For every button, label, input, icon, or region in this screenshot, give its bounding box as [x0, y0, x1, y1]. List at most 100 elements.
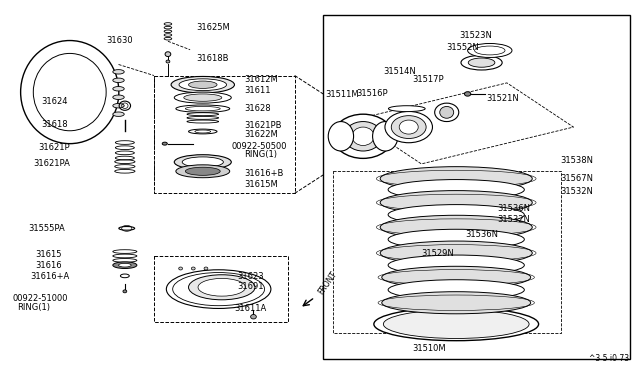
Ellipse shape — [162, 142, 167, 145]
Ellipse shape — [113, 78, 124, 83]
Ellipse shape — [179, 79, 227, 91]
Text: 31523N: 31523N — [460, 31, 492, 39]
Text: 31612M: 31612M — [244, 75, 278, 84]
Ellipse shape — [113, 103, 124, 108]
Text: 31536N: 31536N — [497, 203, 531, 212]
Text: 00922-50500: 00922-50500 — [231, 142, 287, 151]
Ellipse shape — [176, 165, 230, 178]
Ellipse shape — [113, 87, 124, 91]
Ellipse shape — [191, 267, 195, 270]
Ellipse shape — [374, 308, 539, 341]
Ellipse shape — [189, 81, 217, 89]
Ellipse shape — [382, 292, 531, 314]
Ellipse shape — [383, 310, 529, 339]
Ellipse shape — [440, 106, 454, 118]
Text: 31621P: 31621P — [38, 143, 70, 152]
Ellipse shape — [380, 241, 532, 265]
Text: 31511M: 31511M — [325, 90, 358, 99]
Text: 31621PA: 31621PA — [34, 160, 70, 169]
Ellipse shape — [174, 92, 231, 103]
Text: 31623: 31623 — [237, 272, 264, 281]
Ellipse shape — [118, 263, 131, 267]
Ellipse shape — [328, 122, 353, 151]
Ellipse shape — [380, 215, 532, 239]
Ellipse shape — [380, 167, 532, 190]
Ellipse shape — [176, 105, 230, 112]
Ellipse shape — [165, 52, 171, 57]
Ellipse shape — [388, 280, 524, 300]
Ellipse shape — [166, 60, 170, 63]
Ellipse shape — [391, 116, 426, 138]
Text: 31615: 31615 — [35, 250, 61, 259]
Text: RING(1): RING(1) — [17, 303, 50, 312]
Ellipse shape — [123, 290, 127, 293]
Ellipse shape — [179, 267, 182, 270]
Text: 31691: 31691 — [237, 282, 264, 291]
Ellipse shape — [184, 94, 222, 101]
Ellipse shape — [20, 41, 119, 144]
Text: 31616+A: 31616+A — [30, 272, 69, 281]
Ellipse shape — [352, 127, 374, 145]
Text: RING(1): RING(1) — [244, 150, 277, 159]
Ellipse shape — [399, 120, 418, 134]
Text: 31529N: 31529N — [421, 248, 454, 257]
Text: 31516P: 31516P — [356, 89, 388, 99]
Ellipse shape — [380, 190, 532, 215]
Ellipse shape — [113, 262, 137, 269]
Ellipse shape — [388, 180, 524, 200]
Ellipse shape — [198, 278, 246, 296]
Ellipse shape — [461, 55, 502, 70]
Bar — [323, 15, 630, 359]
Ellipse shape — [344, 122, 382, 151]
Ellipse shape — [113, 112, 124, 116]
Text: 31532N: 31532N — [497, 215, 531, 224]
Text: 31622M: 31622M — [244, 130, 278, 139]
Ellipse shape — [435, 103, 459, 122]
Ellipse shape — [174, 155, 231, 169]
Ellipse shape — [33, 54, 106, 131]
Text: 31618: 31618 — [41, 120, 68, 129]
Ellipse shape — [372, 122, 398, 151]
Text: 31514N: 31514N — [383, 67, 416, 76]
Ellipse shape — [251, 315, 257, 319]
Text: 31611: 31611 — [244, 86, 271, 95]
Ellipse shape — [173, 273, 264, 306]
Ellipse shape — [113, 70, 124, 74]
Ellipse shape — [468, 58, 495, 67]
Text: 31517P: 31517P — [412, 75, 444, 84]
Ellipse shape — [204, 267, 208, 270]
Ellipse shape — [189, 275, 255, 300]
Text: 31628: 31628 — [244, 104, 271, 113]
Text: 31521N: 31521N — [486, 94, 519, 103]
Ellipse shape — [388, 255, 524, 275]
Ellipse shape — [385, 112, 433, 143]
Text: 31555PA: 31555PA — [29, 224, 65, 233]
Text: 31611A: 31611A — [234, 304, 267, 313]
Ellipse shape — [171, 76, 234, 93]
Text: ^3 5 i0 73: ^3 5 i0 73 — [589, 354, 629, 363]
Text: FRONT: FRONT — [316, 270, 339, 296]
Text: 31532N: 31532N — [561, 187, 594, 196]
Ellipse shape — [388, 205, 524, 225]
Text: 31630: 31630 — [106, 36, 132, 45]
Ellipse shape — [382, 266, 531, 288]
Ellipse shape — [182, 157, 223, 167]
Text: 31616: 31616 — [35, 261, 61, 270]
Text: 31615M: 31615M — [244, 180, 278, 189]
Text: 31616+B: 31616+B — [244, 169, 284, 177]
Ellipse shape — [388, 229, 524, 250]
Ellipse shape — [468, 44, 512, 57]
Text: 31624: 31624 — [41, 97, 68, 106]
Text: 31618B: 31618B — [196, 54, 229, 64]
Ellipse shape — [333, 114, 393, 158]
Ellipse shape — [189, 129, 217, 134]
Ellipse shape — [113, 95, 124, 99]
Text: 31536N: 31536N — [466, 230, 499, 239]
Text: 31621PB: 31621PB — [244, 121, 282, 130]
Ellipse shape — [186, 167, 220, 175]
Text: 31567N: 31567N — [561, 174, 594, 183]
Text: 31552N: 31552N — [447, 43, 479, 52]
Ellipse shape — [388, 106, 425, 112]
Text: 31538N: 31538N — [561, 156, 594, 165]
Ellipse shape — [166, 270, 271, 308]
